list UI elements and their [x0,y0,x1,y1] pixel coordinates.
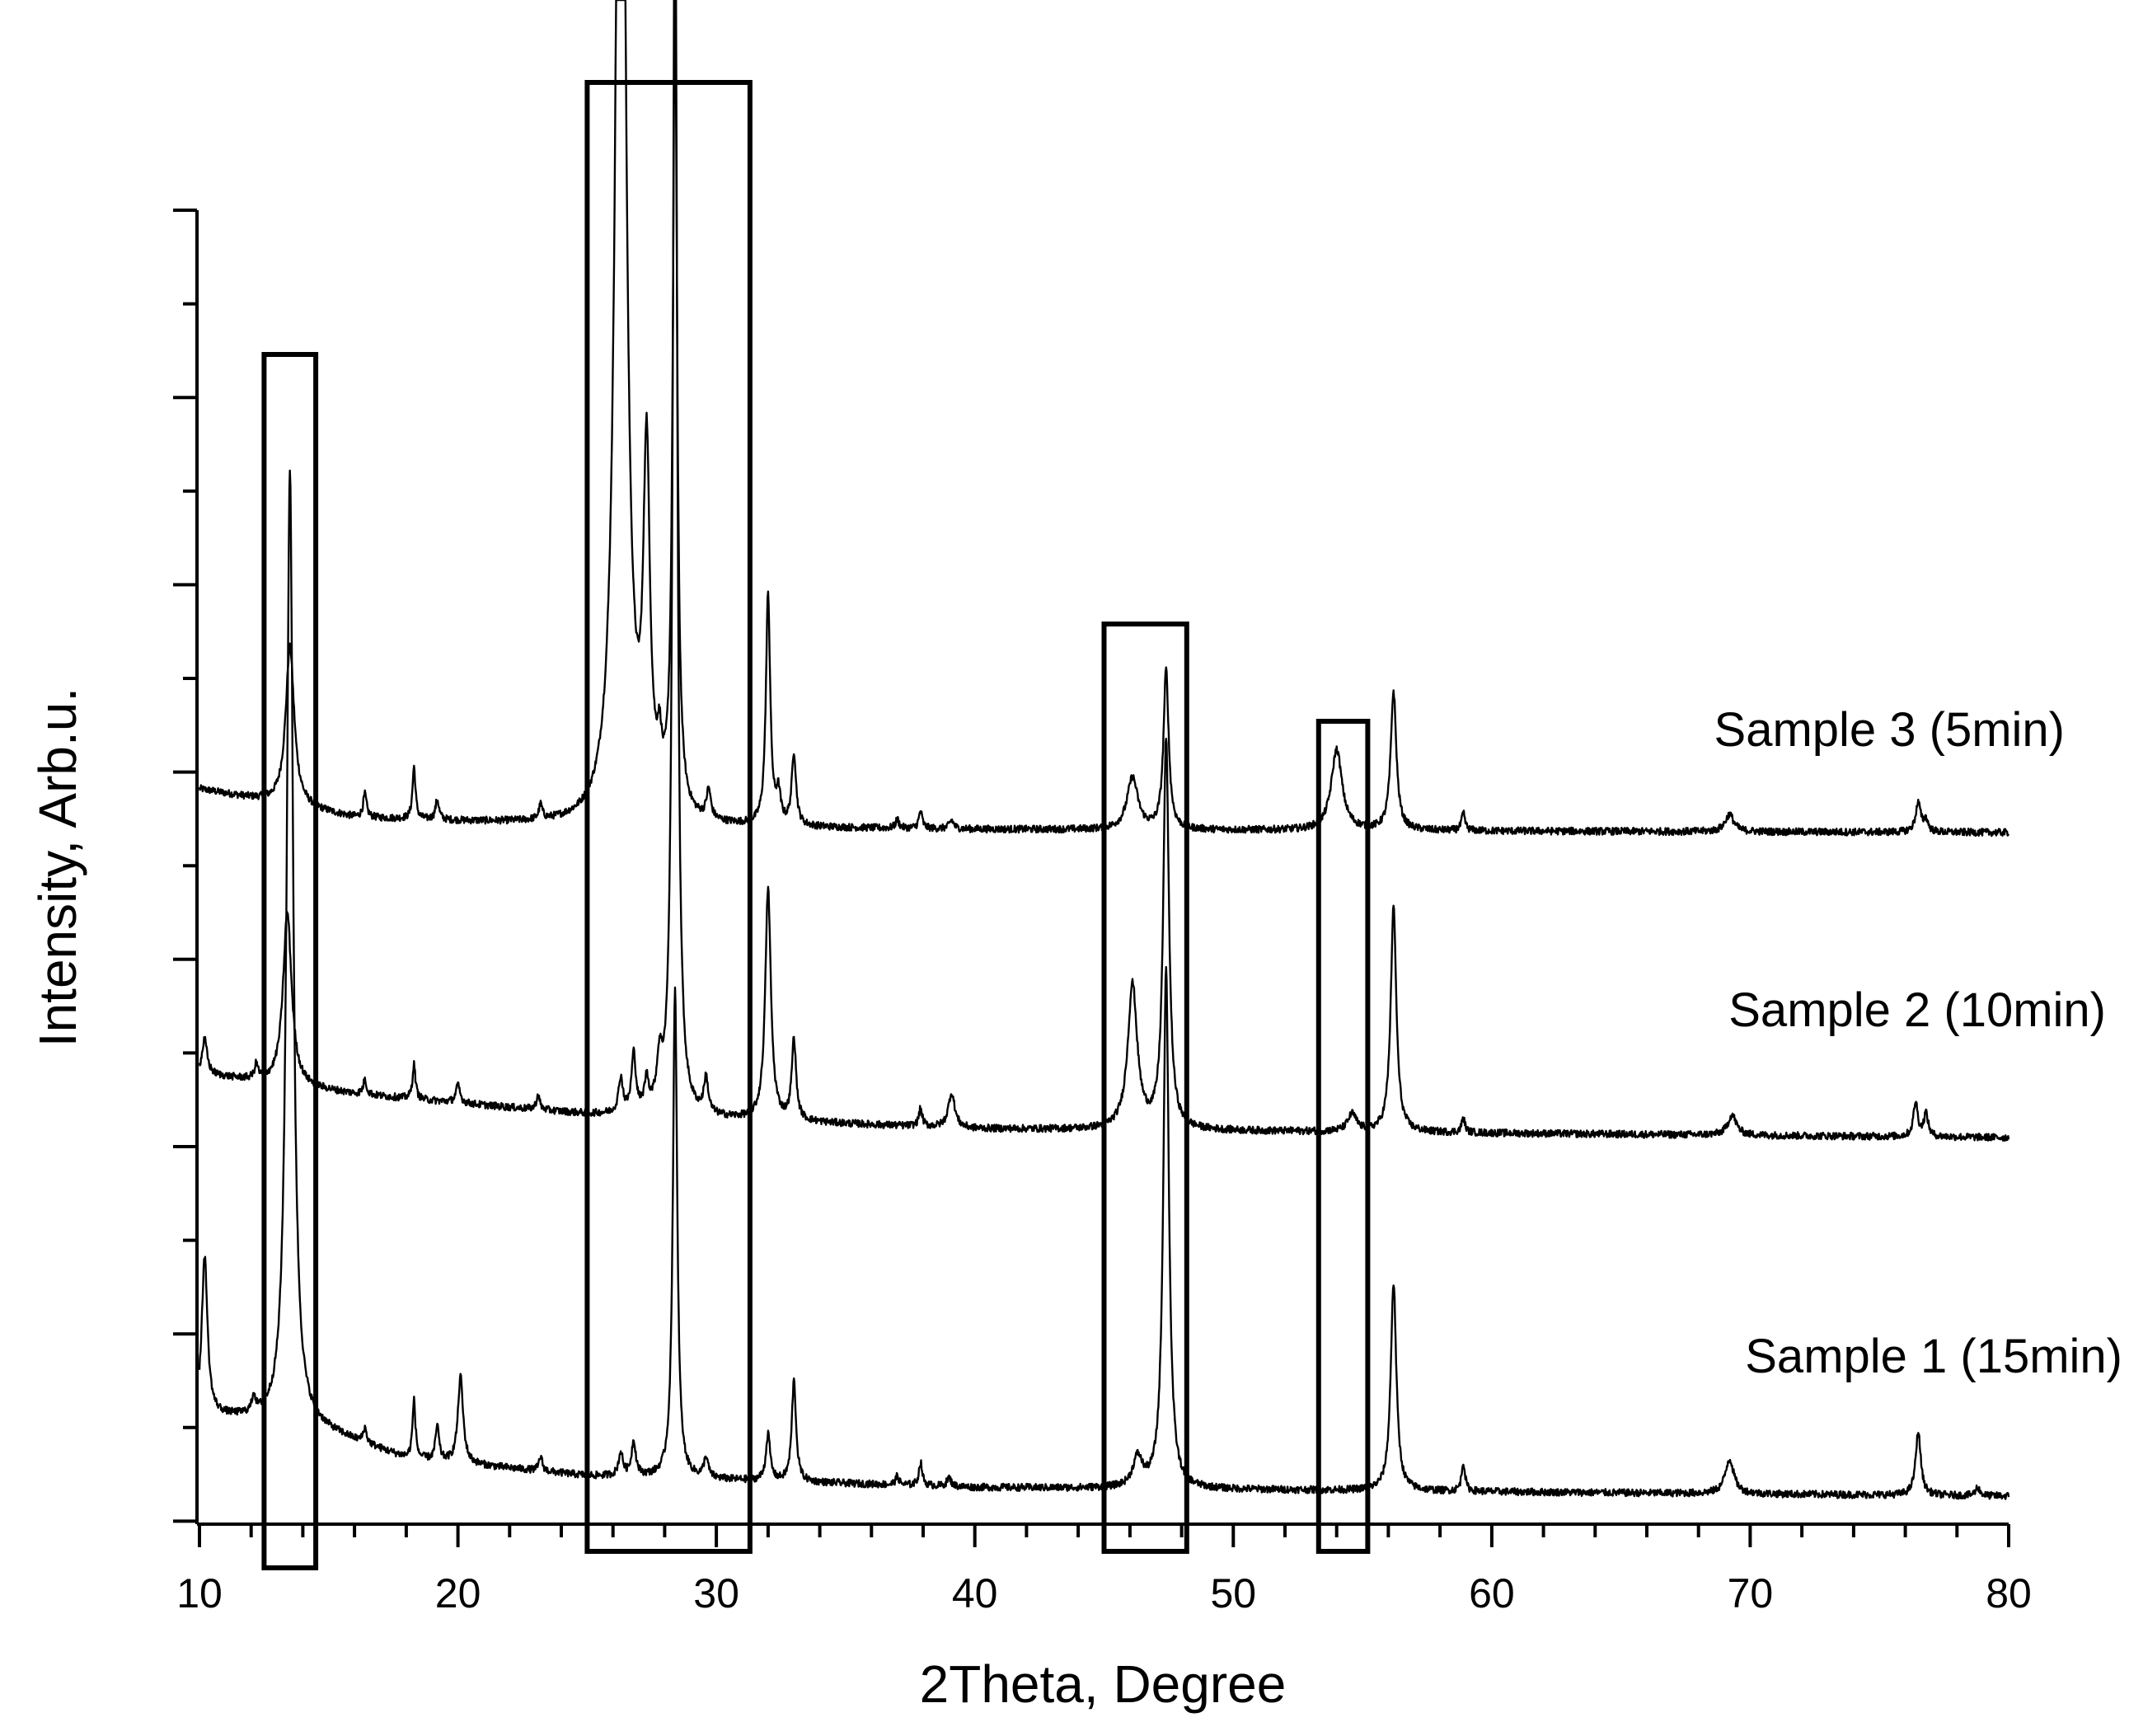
x-tick-label: 70 [1728,1570,1774,1616]
y-axis-title: Intensity, Arb.u. [28,687,87,1047]
x-ticks: 10 20 30 40 50 60 70 80 [176,1524,2032,1616]
x-tick-label: 60 [1469,1570,1515,1616]
series-label: Sample 3 (5min) [1714,703,2065,757]
series-label: Sample 1 (15min) [1745,1330,2122,1383]
highlight-box [261,352,319,1570]
x-tick-label: 40 [952,1570,998,1616]
series-traces [198,0,2010,1500]
x-tick-label: 10 [176,1570,223,1616]
series-trace [198,469,2010,1500]
highlight-box [1315,719,1371,1554]
highlight-box [1101,622,1189,1554]
x-tick-label: 50 [1210,1570,1256,1616]
y-ticks [173,209,197,1523]
series-trace [198,0,2010,1142]
x-tick-label: 20 [435,1570,481,1616]
x-axis-title: 2Theta, Degree [920,1654,1287,1714]
series-trace [198,0,2010,838]
x-tick-label: 80 [1986,1570,2032,1616]
series-labels: Sample 3 (5min) Sample 2 (10min) Sample 1 … [1714,703,2122,1383]
series-label: Sample 2 (10min) [1728,983,2106,1037]
x-tick-label: 30 [693,1570,739,1616]
